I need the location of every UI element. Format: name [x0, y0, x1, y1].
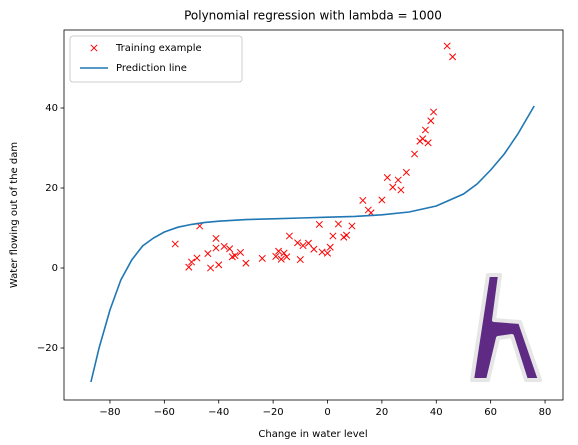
training-point	[296, 256, 304, 264]
training-point	[334, 220, 342, 228]
y-tick-label: 40	[45, 103, 58, 114]
x-tick-label: −20	[263, 407, 284, 418]
training-point	[185, 263, 193, 271]
training-point	[323, 249, 332, 257]
training-point	[397, 186, 405, 194]
training-point	[285, 232, 293, 240]
training-point	[231, 252, 239, 260]
training-point	[220, 242, 228, 250]
training-point	[443, 42, 451, 50]
x-axis-label: Change in water level	[258, 429, 367, 440]
training-point	[242, 259, 250, 267]
training-point	[421, 126, 429, 134]
training-point	[204, 250, 212, 258]
training-point	[318, 248, 326, 256]
training-point	[258, 254, 266, 262]
chart-title: Polynomial regression with lambda = 1000	[184, 9, 442, 23]
x-tick-label: 40	[430, 407, 443, 418]
training-point	[283, 253, 291, 261]
training-point	[212, 244, 220, 252]
training-point	[207, 264, 215, 272]
training-point	[280, 249, 288, 257]
y-tick-label: 0	[52, 263, 58, 274]
x-tick-label: −40	[208, 407, 229, 418]
training-point	[310, 245, 318, 253]
training-point	[329, 232, 337, 240]
plot-area	[90, 42, 535, 383]
x-tick-label: −80	[99, 407, 120, 418]
training-point	[449, 53, 457, 61]
y-tick-label: 20	[45, 183, 58, 194]
x-tick-label: −60	[154, 407, 175, 418]
axes-frame	[63, 29, 564, 401]
prediction-line	[90, 105, 535, 383]
training-point	[326, 243, 334, 251]
legend-box	[69, 35, 243, 83]
legend-label: Prediction line	[116, 63, 187, 74]
x-tick-label: 20	[376, 407, 389, 418]
training-point	[193, 254, 201, 262]
legend-label: Training example	[115, 43, 202, 54]
y-axis-label: Water flowing out of the dam	[9, 142, 20, 288]
x-tick-label: 80	[539, 407, 552, 418]
training-point	[359, 196, 367, 204]
training-point	[430, 108, 438, 116]
training-point	[215, 261, 223, 269]
training-point	[226, 245, 234, 253]
training-point	[402, 168, 410, 176]
training-point	[389, 183, 397, 191]
legend-marker	[90, 44, 98, 52]
training-point	[272, 252, 280, 260]
training-point	[299, 242, 307, 250]
x-tick-label: 0	[324, 407, 330, 418]
x-tick-label: 60	[484, 407, 497, 418]
training-point	[236, 248, 245, 256]
training-point	[410, 150, 419, 158]
training-point	[419, 135, 427, 143]
logo	[470, 273, 542, 382]
training-point	[304, 239, 313, 247]
training-point	[315, 220, 323, 228]
training-point	[383, 174, 391, 182]
y-tick-label: −20	[37, 343, 58, 354]
training-point	[294, 239, 302, 247]
training-point	[212, 234, 220, 242]
training-point	[275, 247, 283, 255]
training-point	[394, 176, 402, 184]
training-point	[424, 139, 432, 147]
training-point	[277, 255, 285, 263]
training-point	[187, 258, 196, 266]
training-point	[171, 240, 179, 248]
training-point	[427, 117, 435, 125]
training-point	[348, 222, 356, 230]
training-point	[342, 231, 351, 239]
training-point	[378, 196, 386, 204]
